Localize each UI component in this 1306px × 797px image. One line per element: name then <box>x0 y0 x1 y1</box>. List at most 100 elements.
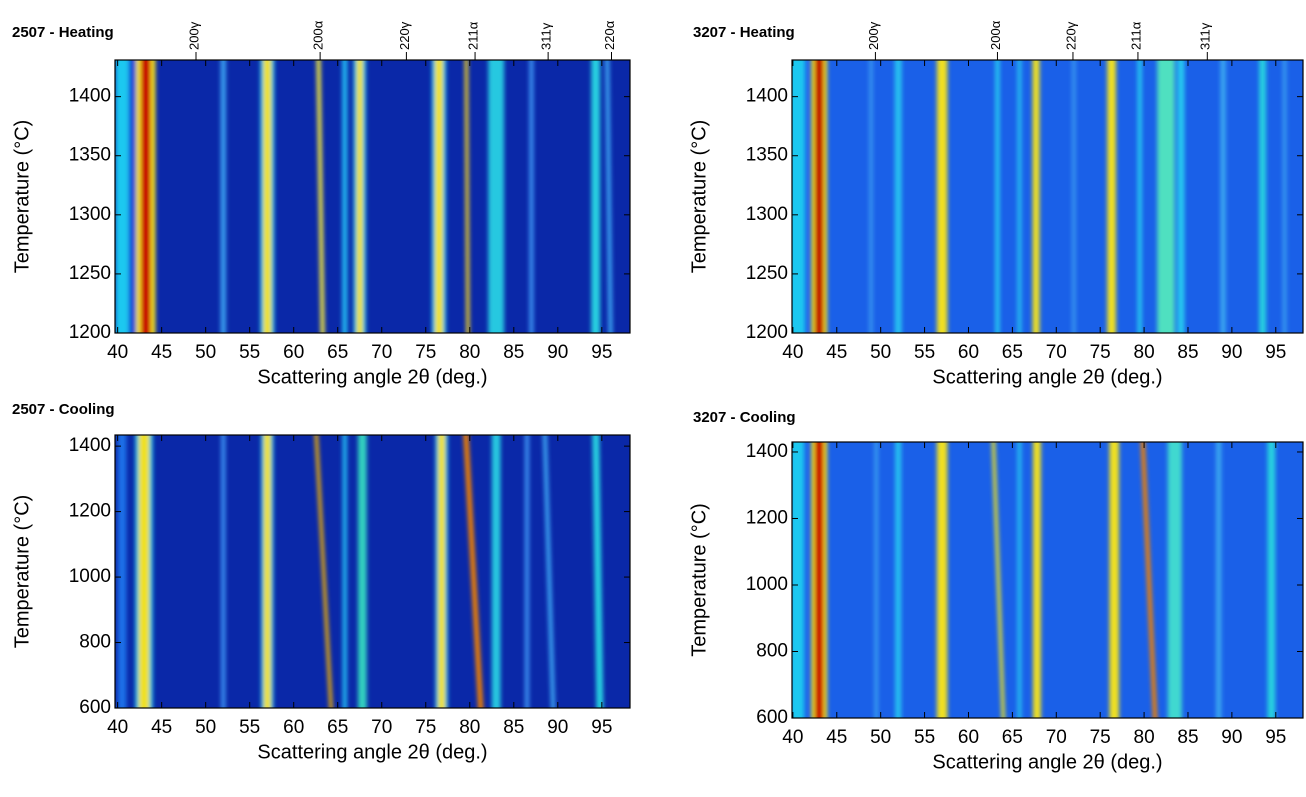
streak <box>1140 442 1158 718</box>
streaks <box>792 442 1276 718</box>
plot-frame <box>114 59 631 334</box>
peak-label: 200γ <box>186 21 201 50</box>
x-tick-label: 55 <box>239 717 260 738</box>
x-tick-label: 80 <box>1134 727 1155 748</box>
streak <box>117 435 127 708</box>
x-tick-label: 75 <box>415 342 436 363</box>
x-tick-label: 85 <box>503 342 524 363</box>
plot-background <box>792 60 1303 333</box>
x-tick-label: 80 <box>459 717 480 738</box>
peak-label: 200α <box>988 20 1003 50</box>
x-axis-label: Scattering angle 2θ (deg.) <box>257 366 487 388</box>
streak <box>1017 60 1022 333</box>
x-tick-label: 60 <box>283 717 304 738</box>
y-tick-label: 1200 <box>69 322 111 343</box>
streak <box>529 60 534 333</box>
y-axis-label: Temperature (°C) <box>688 120 710 274</box>
streak <box>221 435 226 708</box>
streak-layer <box>792 60 1287 333</box>
chart-title: 3207 - Cooling <box>693 409 796 426</box>
streak <box>1259 60 1267 333</box>
panel: 40 45 50 55 60 65 70 75 80 85 90 95 600 800 1000 1200 14… <box>11 401 631 763</box>
streak <box>138 435 150 708</box>
streak <box>342 435 347 708</box>
x-tick-label: 85 <box>1177 727 1198 748</box>
streak <box>874 442 879 718</box>
x-tick-label: 40 <box>107 342 128 363</box>
streak <box>488 60 505 333</box>
peak-label: 220γ <box>1063 21 1078 50</box>
x-tick-label: 75 <box>1090 727 1111 748</box>
streak <box>1017 442 1022 718</box>
streak <box>792 60 806 333</box>
streak <box>1032 60 1040 333</box>
x-tick-label: 40 <box>782 342 803 363</box>
streak <box>464 60 470 333</box>
streak <box>438 435 446 708</box>
x-tick-label: 50 <box>870 342 891 363</box>
x-tick-label: 45 <box>826 342 847 363</box>
x-tick-label: 95 <box>1265 342 1286 363</box>
x-tick-label: 40 <box>107 717 128 738</box>
peak-label: 220α <box>602 20 617 50</box>
streak <box>1216 442 1222 718</box>
streak <box>356 60 363 333</box>
x-tick-label: 75 <box>1090 342 1111 363</box>
streak <box>814 60 824 333</box>
chart-title: 2507 - Cooling <box>12 401 115 418</box>
x-tick-label: 80 <box>459 342 480 363</box>
streak <box>1137 60 1142 333</box>
plot-frame <box>114 434 631 709</box>
streak <box>263 435 271 708</box>
y-tick-label: 1200 <box>746 507 788 528</box>
streak <box>895 442 902 718</box>
streak <box>1282 60 1287 333</box>
x-tick-label: 65 <box>1002 727 1023 748</box>
x-tick-label: 65 <box>327 717 348 738</box>
peak-label: 311γ <box>1198 22 1213 50</box>
y-tick-label: 800 <box>756 641 788 662</box>
streak <box>605 60 613 333</box>
peak-label: 211α <box>465 21 480 50</box>
streak <box>435 60 443 333</box>
streak <box>463 435 484 708</box>
y-tick-label: 1400 <box>69 86 111 107</box>
x-tick-label: 95 <box>1265 727 1286 748</box>
streak <box>316 60 325 333</box>
y-tick-label: 1400 <box>746 441 788 462</box>
streak <box>1109 442 1120 718</box>
streak <box>263 60 272 333</box>
streak <box>491 435 501 708</box>
y-tick-label: 600 <box>756 707 788 728</box>
x-tick-label: 90 <box>547 342 568 363</box>
x-tick-label: 70 <box>371 342 392 363</box>
streak <box>936 60 948 333</box>
streak <box>869 60 873 333</box>
x-axis-label: Scattering angle 2θ (deg.) <box>257 741 487 763</box>
x-tick-label: 85 <box>503 717 524 738</box>
streak <box>991 442 1005 718</box>
x-tick-label: 60 <box>958 342 979 363</box>
streak-layer <box>792 442 1276 718</box>
x-tick-label: 70 <box>1046 342 1067 363</box>
y-tick-label: 1250 <box>69 263 111 284</box>
streak <box>314 435 333 708</box>
x-tick-label: 55 <box>914 342 935 363</box>
x-tick-label: 60 <box>958 727 979 748</box>
panel: 40 45 50 55 60 65 70 75 80 85 90 95 1200 1250 1300 1350… <box>11 20 631 388</box>
streak <box>1107 60 1116 333</box>
x-tick-label: 90 <box>547 717 568 738</box>
x-tick-label: 40 <box>782 727 803 748</box>
streak <box>542 435 556 708</box>
chart-title: 2507 - Heating <box>12 24 114 41</box>
streaks <box>792 60 1287 333</box>
y-tick-label: 1000 <box>746 574 788 595</box>
x-axis-label: Scattering angle 2θ (deg.) <box>932 751 1162 773</box>
streaks <box>115 60 613 333</box>
x-tick-label: 80 <box>1134 342 1155 363</box>
x-tick-label: 60 <box>283 342 304 363</box>
streak <box>524 435 530 708</box>
streak <box>1157 60 1175 333</box>
x-tick-label: 95 <box>591 342 612 363</box>
